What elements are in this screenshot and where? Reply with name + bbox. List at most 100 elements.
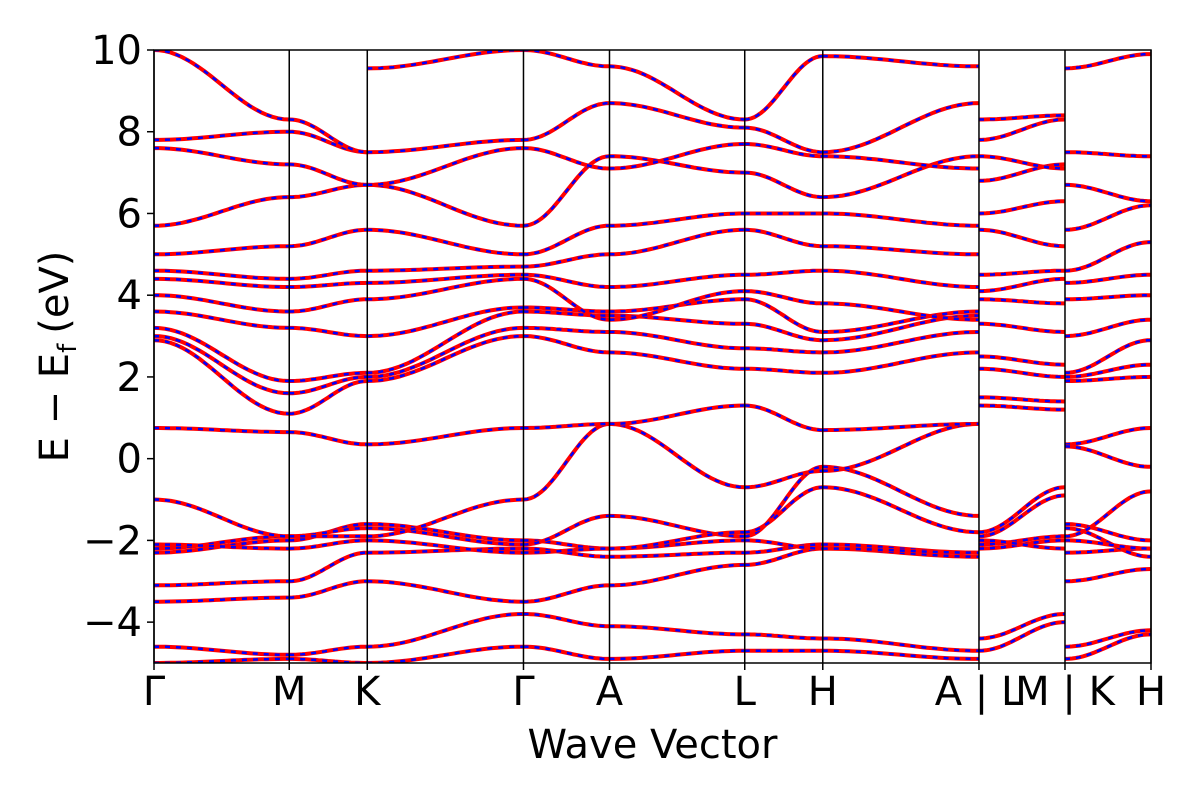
band-line-spin-up: [289, 227, 368, 249]
band-line-spin-down: [289, 539, 368, 550]
band-line-spin-down: [744, 539, 823, 550]
band-line-spin-down: [523, 155, 610, 227]
band-line-spin-down: [367, 326, 524, 379]
y-axis-label: E − Ef (eV): [32, 251, 83, 463]
band-line-spin-down: [523, 253, 610, 268]
band-line-spin-down: [609, 289, 745, 321]
band-line-spin-down: [367, 498, 524, 538]
band-line-spin-down: [979, 155, 1065, 170]
band-line-spin-down: [523, 310, 610, 317]
band-line-spin-down: [822, 101, 980, 154]
x-tick-label: K: [354, 669, 382, 715]
band-line-spin-down: [744, 633, 823, 640]
band-line-spin-down: [609, 101, 745, 129]
x-tick-label: H: [808, 669, 838, 715]
y-axis-ticks: 10 8 6 4 2 0 −2 −4: [83, 28, 154, 646]
band-line-spin-down: [744, 54, 823, 121]
band-line-spin-down: [289, 379, 368, 415]
y-tick-label: 8: [117, 110, 142, 156]
band-line-spin-down: [609, 551, 745, 558]
band-line-spin-down: [523, 612, 610, 628]
y-tick-label: −4: [83, 600, 142, 646]
band-line-spin-down: [609, 649, 745, 661]
band-line-spin-up: [523, 583, 610, 604]
band-line-spin-up: [523, 50, 610, 69]
band-line-spin-up: [978, 227, 1066, 249]
band-line-spin-down: [367, 183, 524, 227]
band-line-spin-down: [523, 514, 610, 546]
band-line-spin-up: [822, 101, 980, 155]
band-line-spin-down: [744, 486, 823, 534]
band-line-spin-down: [523, 50, 610, 68]
band-line-spin-down: [744, 465, 823, 538]
band-line-spin-down: [609, 212, 745, 227]
plot-frame: [153, 49, 1152, 664]
band-line-spin-down: [367, 612, 524, 648]
band-line-spin-down: [1065, 273, 1151, 285]
band-line-spin-down: [367, 580, 524, 603]
band-line-spin-down: [744, 142, 823, 158]
x-tick-label: A: [596, 669, 624, 715]
band-line-spin-down: [154, 596, 290, 603]
band-line-spin-down: [978, 118, 1066, 142]
band-line-spin-down: [744, 347, 823, 354]
band-line-spin-down: [744, 289, 823, 305]
band-line-spin-down: [154, 543, 290, 550]
band-line-spin-down: [744, 367, 823, 375]
band-line-spin-down: [289, 657, 368, 663]
band-line-spin-down: [523, 101, 610, 142]
band-line-spin-down: [979, 114, 1065, 121]
x-tick-label: M | K: [1015, 669, 1116, 715]
band-line-spin-down: [978, 269, 1065, 277]
band-line-spin-down: [609, 155, 745, 174]
band-line-spin-down: [154, 146, 290, 166]
x-axis-ticks: Γ M K Γ A L H A | LM | K H: [143, 663, 1166, 715]
band-line-spin-down: [1065, 539, 1151, 550]
band-line-spin-down: [978, 620, 1066, 652]
band-line-spin-down: [978, 486, 1066, 534]
band-line-spin-down: [289, 183, 368, 199]
band-line-spin-down: [822, 155, 980, 199]
band-line-spin-up: [1064, 52, 1151, 71]
band-line-spin-down: [523, 547, 610, 558]
band-line-spin-down: [609, 142, 745, 170]
band-line-spin-down: [609, 530, 745, 550]
x-tick-label: M: [272, 669, 307, 715]
band-line-spin-down: [367, 273, 524, 285]
band-line-spin-down: [822, 649, 979, 661]
band-line-spin-up: [978, 485, 1066, 535]
band-line-spin-down: [367, 547, 524, 554]
y-axis-label-main: E − E: [32, 353, 78, 463]
band-line-spin-down: [744, 228, 823, 248]
band-line-spin-down: [154, 50, 290, 121]
band-line-spin-down: [154, 645, 290, 657]
x-tick-label: Γ: [143, 669, 166, 715]
band-line-spin-down: [979, 539, 1066, 550]
band-line-spin-down: [154, 130, 290, 142]
band-line-spin-down: [1065, 522, 1151, 542]
band-line-spin-down: [1064, 445, 1151, 469]
band-line-spin-down: [822, 486, 980, 534]
band-line-spin-down: [367, 526, 524, 546]
band-line-spin-up: [289, 550, 368, 584]
band-line-spin-up: [744, 227, 823, 249]
band-line-spin-up: [609, 64, 745, 122]
band-line-spin-down: [367, 138, 524, 154]
band-line-spin-down: [523, 146, 610, 170]
band-line-spin-up: [289, 579, 368, 600]
band-line-spin-down: [978, 494, 1066, 538]
band-line-spin-down: [154, 338, 290, 415]
band-line-spin-down: [822, 310, 980, 334]
band-line-spin-down: [979, 298, 1065, 305]
band-line-spin-down: [609, 228, 745, 256]
band-line-spin-down: [154, 244, 290, 256]
band-line-spin-up: [744, 54, 823, 122]
band-line-spin-down: [978, 163, 1066, 183]
band-line-spin-down: [367, 306, 524, 338]
band-line-spin-down: [367, 277, 524, 301]
band-line-spin-down: [289, 118, 368, 154]
x-tick-label: A | L: [935, 669, 1024, 715]
band-line-spin-down: [978, 612, 1066, 640]
band-line-spin-down: [822, 351, 980, 375]
band-line-spin-down: [154, 426, 290, 434]
